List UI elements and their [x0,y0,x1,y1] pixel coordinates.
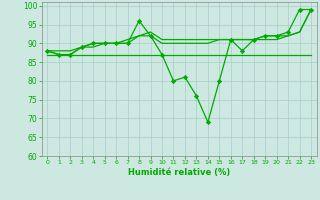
X-axis label: Humidité relative (%): Humidité relative (%) [128,168,230,177]
